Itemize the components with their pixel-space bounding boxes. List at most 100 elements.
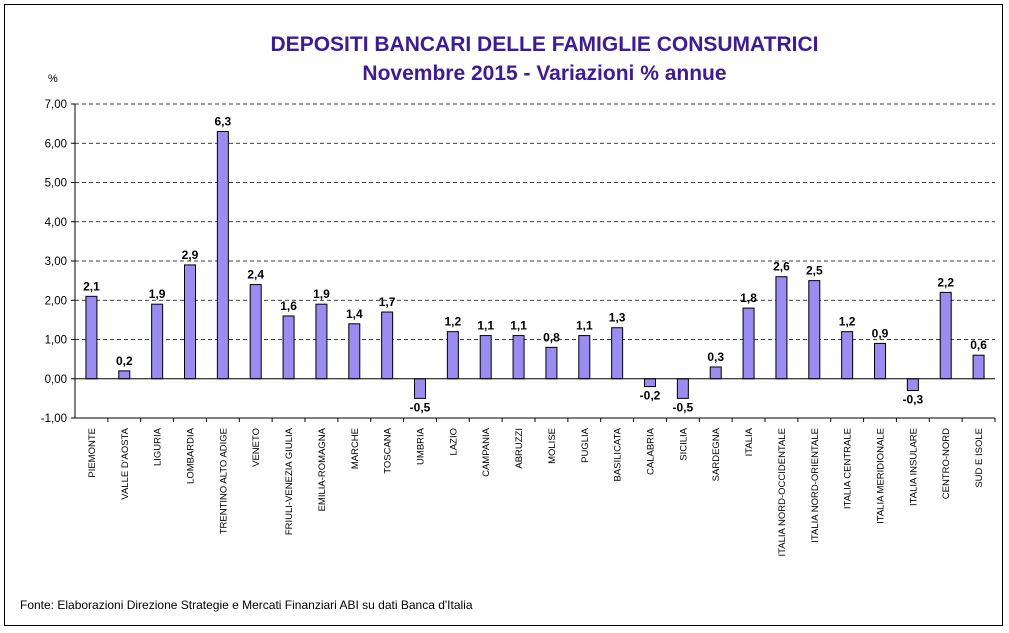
value-label: 2,5: [806, 264, 823, 278]
axes: [74, 104, 996, 422]
value-label: 0,2: [116, 354, 133, 368]
value-label: -0,5: [410, 400, 431, 414]
y-tick-label: 0,00: [45, 374, 67, 386]
y-axis-label: %: [48, 73, 58, 85]
value-label: 2,1: [83, 279, 100, 293]
value-label: 1,1: [576, 319, 593, 333]
x-tick-label: ITALIA MERIDIONALE: [876, 428, 887, 524]
value-label: 1,3: [609, 311, 626, 325]
x-tick-label: FRIULI-VENEZIA GIULIA: [284, 427, 295, 535]
x-tick-label: ABRUZZI: [514, 428, 525, 469]
value-label: 6,3: [215, 114, 232, 128]
chart-frame: [4, 4, 1003, 626]
value-label: 1,8: [740, 291, 757, 305]
value-label: 1,6: [280, 299, 297, 313]
y-tick-label: 6,00: [45, 138, 67, 150]
x-tick-label: ITALIA INSULARE: [908, 428, 919, 506]
bar: [381, 311, 394, 380]
value-label: -0,2: [640, 389, 661, 403]
bar: [315, 303, 328, 380]
bar: [446, 331, 459, 380]
y-tick-label: 1,00: [45, 335, 67, 347]
bar: [151, 303, 164, 380]
bar: [118, 370, 131, 380]
value-label: 1,1: [510, 319, 527, 333]
bars: [85, 130, 985, 399]
x-tick-label: BASILICATA: [613, 427, 624, 481]
x-tick-label: LIGURIA: [153, 427, 164, 466]
x-tick-label: UMBRIA: [416, 427, 427, 465]
y-tick-label: 4,00: [45, 217, 67, 229]
x-tick-label: TRENTINO ALTO ADIGE: [218, 428, 229, 534]
bar: [939, 291, 952, 380]
grid-lines: [75, 103, 995, 419]
value-label: 1,9: [313, 287, 330, 301]
value-label: 0,9: [872, 326, 889, 340]
bar: [348, 323, 361, 380]
value-label: 2,2: [937, 275, 954, 289]
value-label: 0,6: [970, 338, 987, 352]
bar: [874, 342, 886, 380]
y-tick-label: 3,00: [45, 256, 67, 268]
x-tick-label: VALLE D'AOSTA: [120, 427, 131, 499]
x-tick-label: CENTRO-NORD: [941, 428, 952, 499]
x-tick-label: TOSCANA: [383, 427, 394, 473]
bar: [512, 335, 525, 380]
chart-title: DEPOSITI BANCARI DELLE FAMIGLIE CONSUMAT…: [270, 33, 819, 56]
value-label: 0,3: [707, 350, 724, 364]
bar: [676, 378, 689, 399]
value-label: 1,1: [477, 319, 494, 333]
bar: [414, 378, 426, 399]
value-label: 1,9: [149, 287, 166, 301]
bar: [479, 335, 492, 380]
bar: [216, 130, 229, 380]
value-label: 1,4: [346, 307, 363, 321]
bar: [841, 331, 854, 380]
chart-subtitle: Novembre 2015 - Variazioni % annue: [362, 62, 727, 85]
x-tick-label: LAZIO: [448, 428, 459, 455]
x-tick-label: ITALIA NORD-ORIENTALE: [810, 428, 821, 543]
bar: [611, 327, 624, 380]
bar: [545, 346, 558, 380]
bar: [742, 307, 755, 380]
bar: [184, 264, 196, 380]
x-axis-labels: PIEMONTE VALLE D'AOSTA LIGURIA LOMBARDIA TRE…: [87, 427, 985, 556]
bar: [709, 366, 722, 380]
bar: [282, 315, 295, 380]
bar: [249, 284, 262, 380]
bar: [644, 378, 656, 388]
source-note: Fonte: Elaborazioni Direzione Strategie …: [20, 598, 473, 612]
x-tick-label: VENETO: [251, 428, 262, 467]
value-labels: 2,1 0,2 1,9 2,9 6,3 2,4 1,6 1,9 1,4 1,7 -0,5 1,2 1,1…: [83, 114, 987, 414]
y-tick-label: 2,00: [45, 295, 67, 307]
x-tick-label: SARDEGNA: [711, 427, 722, 481]
value-label: 2,9: [182, 248, 199, 262]
value-label: -0,5: [673, 400, 694, 414]
value-label: 0,8: [543, 330, 560, 344]
x-tick-label: ITALIA CENTRALE: [843, 428, 854, 509]
x-tick-label: PIEMONTE: [87, 428, 98, 478]
x-tick-label: ITALIA: [744, 427, 755, 456]
bar: [775, 276, 788, 380]
bar: [85, 295, 98, 380]
bar: [808, 280, 821, 380]
y-tick-label: -1,00: [41, 413, 67, 425]
x-tick-label: SUD E ISOLE: [974, 428, 985, 488]
value-label: 2,4: [247, 268, 264, 282]
x-tick-label: CALABRIA: [646, 427, 657, 475]
x-tick-label: EMILIA-ROMAGNA: [317, 427, 328, 511]
y-tick-label: 5,00: [45, 178, 67, 190]
x-tick-label: LOMBARDIA: [186, 427, 197, 484]
x-tick-label: CAMPANIA: [481, 427, 492, 477]
x-tick-label: ITALIA NORD-OCCIDENTALE: [777, 428, 788, 556]
value-label: 1,2: [445, 315, 462, 329]
value-label: 1,7: [379, 295, 396, 309]
x-tick-label: MARCHE: [350, 428, 361, 469]
bar: [972, 354, 985, 380]
x-tick-label: MOLISE: [547, 428, 558, 464]
y-tick-label: 7,00: [45, 99, 67, 111]
value-label: 1,2: [839, 315, 856, 329]
value-label: -0,3: [903, 393, 924, 407]
x-tick-label: PUGLIA: [580, 427, 591, 463]
